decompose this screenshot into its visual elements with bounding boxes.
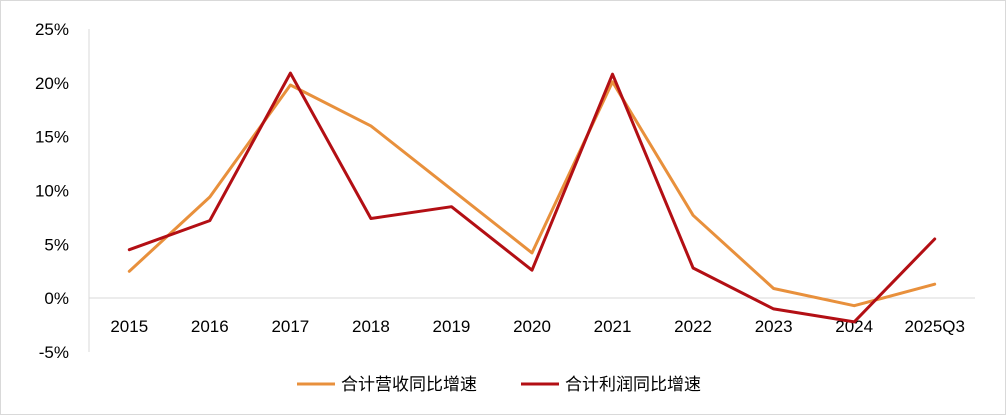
- series-line-2: [127, 71, 937, 324]
- y-tick-label: 25%: [35, 20, 69, 39]
- y-tick-label: 15%: [35, 128, 69, 147]
- x-tick-label: 2015: [110, 317, 148, 336]
- x-tick-label: 2021: [594, 317, 632, 336]
- legend-label-1: 合计营收同比增速: [341, 375, 477, 394]
- x-tick-label: 2017: [271, 317, 309, 336]
- y-tick-label: 10%: [35, 182, 69, 201]
- y-tick-label: -5%: [39, 343, 69, 362]
- series-line-1: [127, 80, 937, 308]
- x-tick-label: 2020: [513, 317, 551, 336]
- x-tick-label: 2025Q3: [904, 317, 965, 336]
- x-tick-label: 2018: [352, 317, 390, 336]
- y-tick-label: 5%: [44, 235, 69, 254]
- legend-label-2: 合计利润同比增速: [565, 375, 701, 394]
- y-tick-label: 20%: [35, 74, 69, 93]
- x-tick-label: 2016: [191, 317, 229, 336]
- x-tick-label: 2019: [433, 317, 471, 336]
- y-tick-label: 0%: [44, 289, 69, 308]
- legend: 合计营收同比增速 合计利润同比增速: [297, 375, 701, 394]
- x-tick-label: 2022: [674, 317, 712, 336]
- x-tick-label: 2023: [755, 317, 793, 336]
- y-axis-ticks: 25% 20% 15% 10% 5% 0% -5%: [35, 20, 69, 362]
- series-lines: [127, 71, 937, 324]
